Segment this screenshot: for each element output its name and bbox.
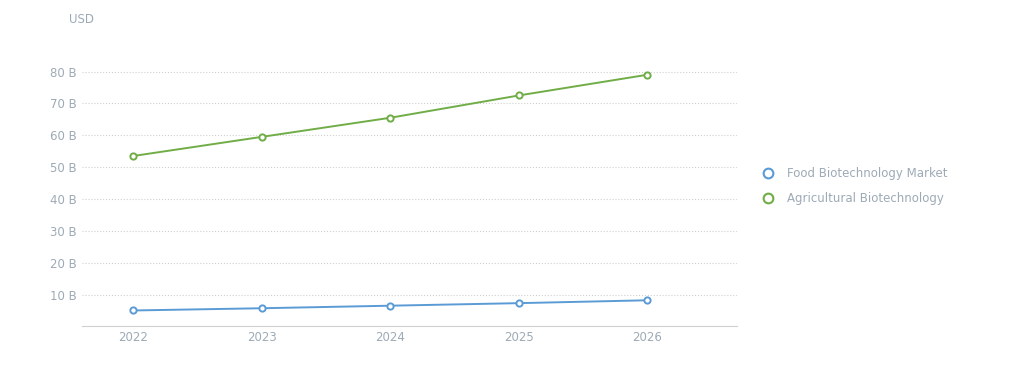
Text: USD: USD	[70, 13, 94, 26]
Legend: Food Biotechnology Market, Agricultural Biotechnology: Food Biotechnology Market, Agricultural …	[757, 167, 947, 205]
